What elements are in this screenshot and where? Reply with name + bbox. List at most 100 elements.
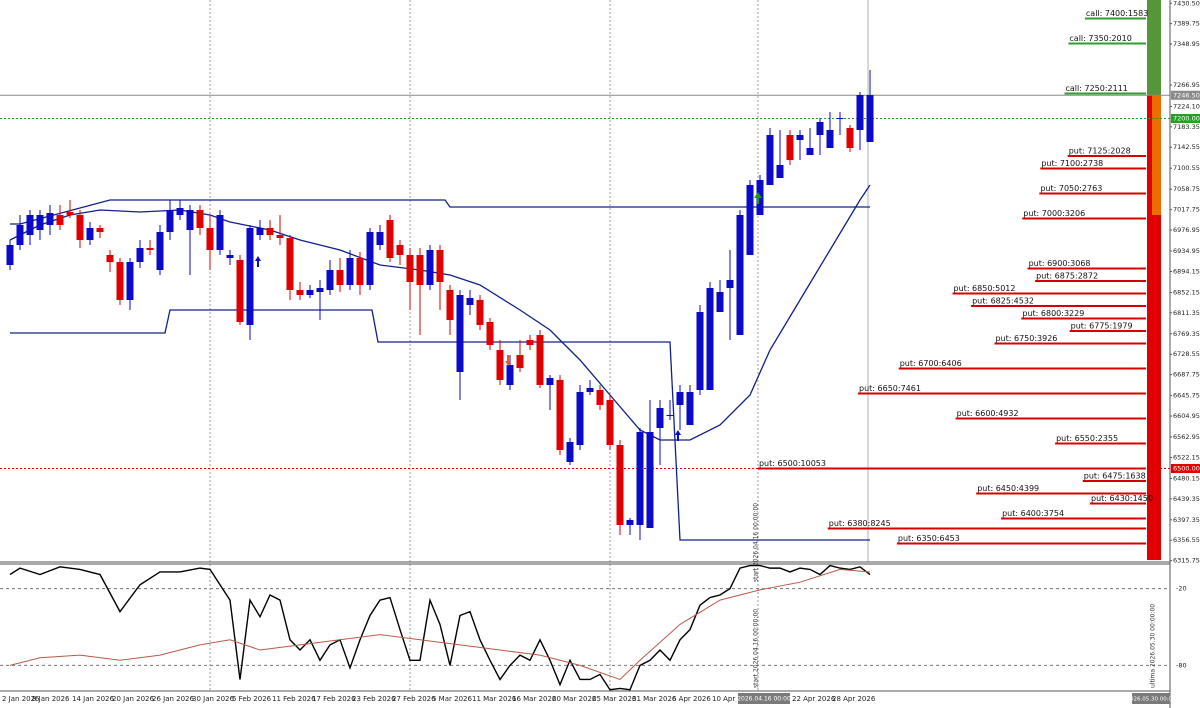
signal-arrows (255, 192, 762, 441)
option-label: call: 7400:1583 (1086, 9, 1148, 18)
candle-body (186, 210, 194, 230)
candle-body (6, 245, 14, 265)
option-label: call: 7250:2111 (1066, 84, 1128, 93)
candle-body (196, 210, 204, 228)
candle-body (866, 95, 874, 142)
price-line-box (1171, 464, 1200, 473)
candle-body (446, 290, 454, 320)
option-label: put: 6350:6453 (898, 534, 960, 543)
overlay-line (10, 309, 870, 541)
y-tick-label: 7348.95 (1173, 40, 1200, 48)
candle-body (126, 262, 134, 300)
y-tick-label: 6894.15 (1173, 267, 1200, 275)
candle-body (646, 432, 654, 528)
y-tick-label: 6769.35 (1173, 330, 1200, 338)
candle-body (76, 215, 84, 240)
x-tick-label: 23 Feb 2026 (352, 695, 396, 703)
start-annotation: start 2026.04.16 00:00:00 (753, 609, 760, 688)
candle-body (626, 520, 634, 525)
y-tick-label: -20 (1176, 585, 1187, 593)
candle-body (146, 248, 154, 250)
plot (6, 70, 874, 691)
y-tick-label: 7430.50 (1173, 0, 1200, 7)
time-box (738, 693, 790, 704)
candle-body (226, 255, 234, 258)
y-tick-label: 6811.35 (1173, 309, 1200, 317)
period-separators (209, 0, 759, 691)
buy-arrow (255, 256, 261, 267)
y-tick-label: 7266.95 (1173, 81, 1200, 89)
candle-body (576, 392, 584, 445)
x-tick-label: 31 Mar 2026 (632, 695, 677, 703)
y-tick-label: 6852.15 (1173, 288, 1200, 296)
option-label: put: 6875:2872 (1036, 272, 1098, 281)
candle-body (766, 135, 774, 185)
candle-body (66, 212, 74, 215)
candle-body (296, 290, 304, 295)
option-label: put: 7000:3206 (1023, 209, 1085, 218)
candle-body (516, 355, 524, 368)
candle-body (256, 228, 264, 235)
candle-body (776, 165, 784, 178)
candle-body (826, 130, 834, 148)
y-tick-label: 6687.75 (1173, 371, 1200, 379)
candle-body (366, 232, 374, 285)
x-tick-label: 2 Jan 2026 (2, 695, 40, 703)
candle-body (386, 220, 394, 258)
candle-body (376, 232, 384, 245)
candle-body (486, 322, 494, 345)
candle-body (596, 390, 604, 405)
x-tick-label: 17 Feb 2026 (312, 695, 356, 703)
candle-body (36, 215, 44, 230)
candle-body (136, 248, 144, 262)
candle-body (676, 392, 684, 405)
candle-body (406, 255, 414, 282)
candle-body (546, 378, 554, 385)
y-tick-label: 6604.95 (1173, 412, 1200, 420)
candle-body (326, 270, 334, 290)
oi-strip-call (1147, 0, 1161, 95)
candle-body (156, 232, 164, 270)
candle-body (636, 432, 644, 525)
candle-body (116, 262, 124, 300)
candle-body (16, 225, 24, 245)
price-line-label: 7200.00 (1173, 115, 1200, 123)
y-tick-label: 6728.55 (1173, 350, 1200, 358)
background-lines: call: 7400:1583 call: 7350:2010 call: 7250… (0, 9, 1170, 666)
x-tick-label: 11 Mar 2026 (472, 695, 517, 703)
y-tick-label: 7389.75 (1173, 20, 1200, 28)
option-label: put: 6450:4399 (977, 484, 1039, 493)
x-tick-label: 20 Mar 2026 (552, 695, 597, 703)
candle-body (706, 288, 714, 390)
y-tick-label: 7058.75 (1173, 185, 1200, 193)
candle-body (396, 245, 404, 255)
option-label: put: 6900:3068 (1029, 259, 1091, 268)
time-box (1132, 693, 1170, 704)
x-tick-label: 6 Apr 2026 (672, 695, 711, 703)
price-line-box (1171, 90, 1200, 100)
x-tick-label: 8 Jan 2026 (32, 695, 70, 703)
option-label: put: 6775:1979 (1071, 322, 1133, 331)
price-line-label: 6500.00 (1173, 465, 1200, 473)
y-tick-label: 6315.75 (1173, 557, 1200, 565)
x-tick-label: 22 Apr 2026 (792, 695, 836, 703)
candle-body (856, 95, 864, 130)
option-label: put: 6700:6406 (900, 359, 962, 368)
y-tick-label: 7142.55 (1173, 143, 1200, 151)
candle-body (816, 122, 824, 135)
start-annotation: start 2026.04.16 00:00:00 (753, 503, 760, 582)
candle-body (236, 260, 244, 322)
option-label: put: 6380:8245 (829, 519, 891, 528)
candle-body (716, 292, 724, 312)
y-tick-label: 6397.35 (1173, 516, 1200, 524)
candle-body (556, 380, 564, 450)
sell-arrow (505, 355, 511, 366)
price-line-box (1171, 114, 1200, 123)
x-tick-label: 5 Feb 2026 (232, 695, 272, 703)
x-tick-label: 5 Mar 2026 (432, 695, 472, 703)
candle-body (786, 135, 794, 160)
y-tick-label: 7017.75 (1173, 206, 1200, 214)
y-tick-label: 6439.35 (1173, 495, 1200, 503)
